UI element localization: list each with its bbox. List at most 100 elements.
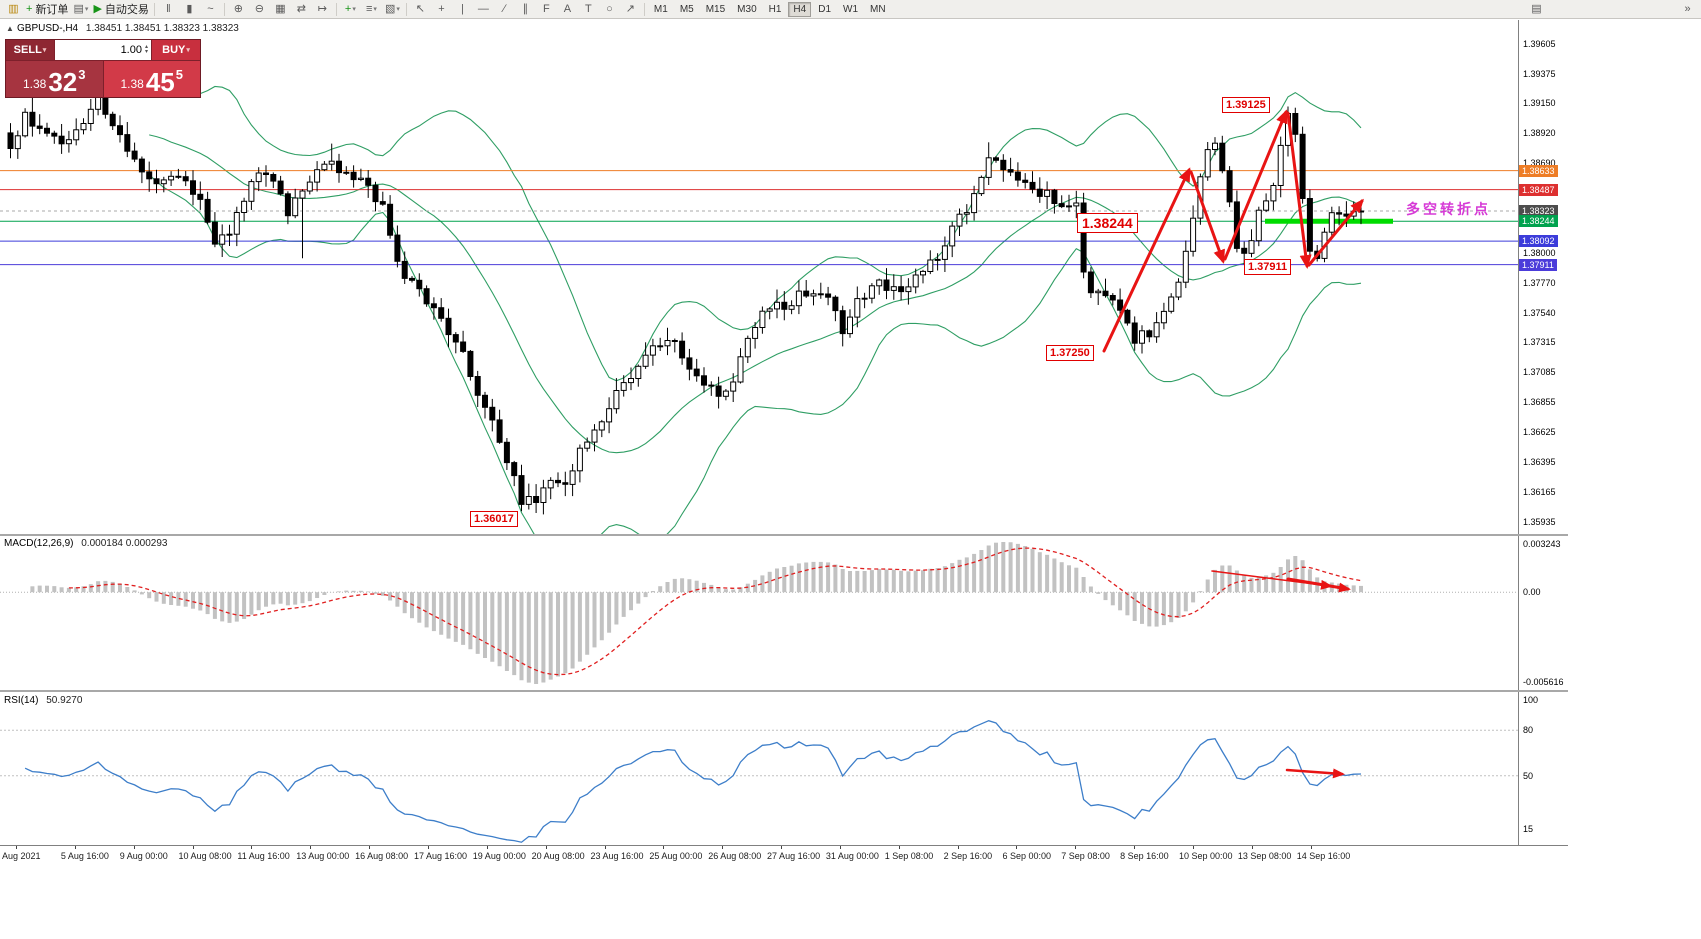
channel-icon[interactable]: ∥ bbox=[515, 1, 536, 17]
buy-price-button[interactable]: 1.38 45 5 bbox=[103, 61, 200, 97]
rsi-axis-50: 50 bbox=[1523, 770, 1534, 781]
price-axis-tick: 1.36625 bbox=[1523, 427, 1556, 438]
time-label: 1 Sep 08:00 bbox=[884, 851, 934, 861]
macd-panel[interactable] bbox=[0, 536, 1568, 690]
time-tick bbox=[369, 846, 371, 849]
candlestick-icon[interactable]: ▮ bbox=[179, 1, 200, 17]
timeframe-m5-button[interactable]: M5 bbox=[679, 3, 694, 15]
cursor-icon[interactable]: ↖ bbox=[410, 1, 431, 17]
trendline-icon[interactable]: ∕ bbox=[494, 1, 515, 17]
tile-windows-icon[interactable]: ▦ bbox=[270, 1, 291, 17]
crosshair-icon[interactable]: + bbox=[431, 1, 452, 17]
time-tick bbox=[192, 846, 194, 849]
macd-axis-min: -0.005616 bbox=[1523, 677, 1564, 687]
horizontal-line-icon[interactable]: — bbox=[473, 1, 494, 17]
time-tick bbox=[1251, 846, 1253, 849]
timeframe-mn-button[interactable]: MN bbox=[870, 3, 886, 15]
time-label: 23 Aug 16:00 bbox=[590, 851, 644, 861]
zoom-in-icon[interactable]: ⊕ bbox=[228, 1, 249, 17]
sell-price-sup: 3 bbox=[78, 67, 86, 82]
sell-price-button[interactable]: 1.38 32 3 bbox=[6, 61, 103, 97]
arrow-tool-icon[interactable]: ↗ bbox=[620, 1, 641, 17]
spinner-up-icon[interactable]: ▴ bbox=[144, 44, 148, 50]
buy-price-big: 45 bbox=[145, 67, 175, 97]
volume-spinner[interactable]: ▴ ▾ bbox=[144, 44, 148, 55]
one-click-toggle-icon[interactable]: ▲ bbox=[6, 24, 14, 33]
price-axis-tick: 1.36855 bbox=[1523, 397, 1556, 408]
zoom-out-icon[interactable]: ⊖ bbox=[249, 1, 270, 17]
auto-scroll-icon[interactable]: ⇄ bbox=[291, 1, 312, 17]
crosshair-icon: + bbox=[438, 3, 445, 15]
time-tick bbox=[486, 846, 488, 849]
timeframe-m1-button[interactable]: M1 bbox=[653, 3, 668, 15]
time-tick bbox=[722, 846, 724, 849]
chart-window-icon: ▥ bbox=[8, 3, 19, 15]
caret-down-icon: ▾ bbox=[186, 47, 190, 54]
time-tick bbox=[133, 846, 135, 849]
price-annotation-box: 1.37250 bbox=[1046, 345, 1094, 361]
timeframe-w1-button[interactable]: W1 bbox=[843, 3, 859, 15]
zoom-out-icon: ⊖ bbox=[254, 3, 265, 15]
print-button[interactable]: ▤ bbox=[1526, 1, 1547, 17]
price-axis-tick: 1.38920 bbox=[1523, 128, 1556, 139]
rsi-panel[interactable] bbox=[0, 692, 1568, 845]
timeframe-d1-button[interactable]: D1 bbox=[818, 3, 832, 15]
chart-shift-icon[interactable]: ↦ bbox=[312, 1, 333, 17]
sell-price-big: 32 bbox=[48, 67, 78, 97]
toolbar-overflow-button[interactable]: » bbox=[1677, 1, 1698, 17]
chart-ohlc: 1.38451 1.38451 1.38323 1.38323 bbox=[85, 23, 239, 34]
timeframe-m30-button[interactable]: M30 bbox=[737, 3, 757, 15]
label-icon: T bbox=[585, 3, 592, 15]
caret-down-icon: ▾ bbox=[396, 6, 400, 13]
vertical-line-icon[interactable]: | bbox=[452, 1, 473, 17]
new-order-button[interactable]: + 新订单 bbox=[24, 1, 70, 17]
autotrading-button[interactable]: ▶ 自动交易 bbox=[91, 1, 150, 17]
time-label: 17 Aug 16:00 bbox=[413, 851, 467, 861]
time-label: 8 Sep 16:00 bbox=[1120, 851, 1169, 861]
sell-button[interactable]: SELL ▾ bbox=[6, 40, 54, 60]
channel-icon: ∥ bbox=[522, 3, 529, 15]
spinner-down-icon[interactable]: ▾ bbox=[144, 49, 148, 55]
time-label: 7 Sep 08:00 bbox=[1061, 851, 1110, 861]
periods-dropdown-icon: ≡ bbox=[365, 3, 373, 15]
time-label: 25 Aug 00:00 bbox=[649, 851, 703, 861]
time-tick bbox=[1016, 846, 1018, 849]
rsi-axis-80: 80 bbox=[1523, 725, 1534, 736]
panel-splitter[interactable] bbox=[0, 690, 1568, 692]
time-tick bbox=[427, 846, 429, 849]
timeframe-m15-button[interactable]: M15 bbox=[705, 3, 726, 15]
volume-field[interactable]: 1.00 ▴ ▾ bbox=[55, 40, 151, 60]
buy-button[interactable]: BUY ▾ bbox=[152, 40, 200, 60]
price-badge-1.38323: 1.38323 bbox=[1519, 204, 1558, 217]
chart-list-icon[interactable]: ▤ ▾ bbox=[70, 1, 91, 17]
label-icon[interactable]: T bbox=[578, 1, 599, 17]
time-label: 26 Aug 08:00 bbox=[708, 851, 762, 861]
price-axis-tick: 1.37540 bbox=[1523, 307, 1556, 318]
new-order-icon: + bbox=[26, 3, 33, 15]
panel-splitter[interactable] bbox=[0, 534, 1568, 536]
line-chart-icon[interactable]: ~ bbox=[200, 1, 221, 17]
timeframe-h4-button[interactable]: H4 bbox=[788, 1, 812, 17]
time-label: 13 Sep 08:00 bbox=[1237, 851, 1292, 861]
price-axis-divider[interactable] bbox=[1518, 20, 1519, 846]
time-tick bbox=[251, 846, 253, 849]
shapes-icon[interactable]: ○ bbox=[599, 1, 620, 17]
periods-dropdown-icon[interactable]: ≡ ▾ bbox=[361, 1, 382, 17]
toolbar-icon-group: ▥ + 新订单 ▤ ▾ ▶ 自动交易 ‖ ▮ ~ ⊕ ⊖ ▦ ⇄ ↦ + ▾ ≡ ▾ ▧ ▾ ↖ + | — ∕ ∥ F A T ○ ↗ bbox=[3, 1, 641, 17]
fibonacci-icon[interactable]: F bbox=[536, 1, 557, 17]
sell-button-label: SELL bbox=[13, 44, 42, 56]
main-chart[interactable] bbox=[0, 20, 1568, 534]
toolbar-separator bbox=[643, 2, 645, 16]
bar-chart-icon[interactable]: ‖ bbox=[158, 1, 179, 17]
templates-dropdown-icon[interactable]: ▧ ▾ bbox=[382, 1, 403, 17]
time-label: 27 Aug 16:00 bbox=[767, 851, 821, 861]
time-label: 6 Sep 00:00 bbox=[1002, 851, 1051, 861]
time-label: 10 Aug 08:00 bbox=[178, 851, 232, 861]
text-icon[interactable]: A bbox=[557, 1, 578, 17]
chart-window-icon[interactable]: ▥ bbox=[3, 1, 24, 17]
indicators-icon[interactable]: + ▾ bbox=[340, 1, 361, 17]
printer-icon: ▤ bbox=[1531, 3, 1542, 15]
price-badge-1.37911: 1.37911 bbox=[1519, 258, 1557, 271]
chart-title-bar: GBPUSD-,H4 1.38451 1.38451 1.38323 1.383… bbox=[17, 23, 239, 34]
timeframe-h1-button[interactable]: H1 bbox=[768, 3, 782, 15]
